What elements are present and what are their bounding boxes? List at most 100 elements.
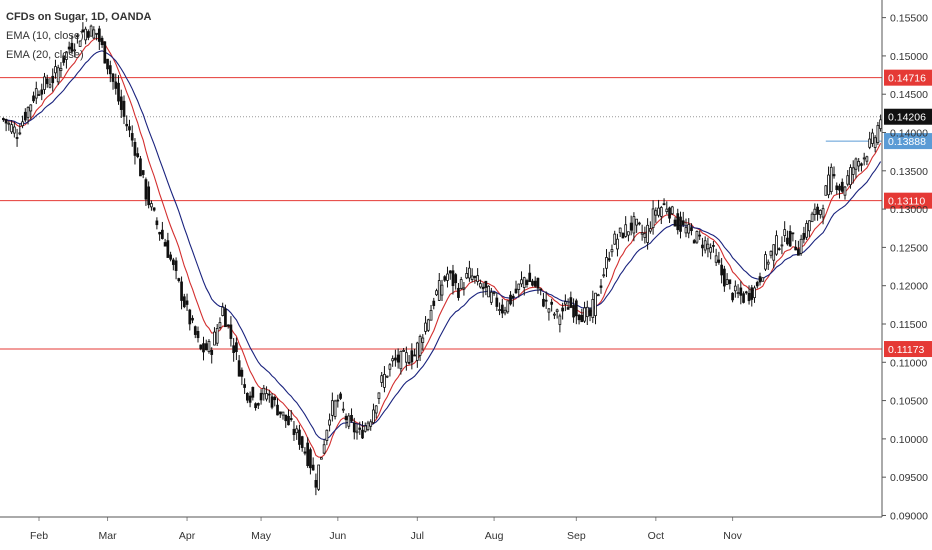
- candle: [692, 238, 696, 244]
- candle-body: [383, 374, 386, 388]
- candle-body: [415, 342, 419, 361]
- candle: [827, 166, 830, 199]
- candle-body: [522, 277, 526, 288]
- legend-ema-20[interactable]: EMA (20, close): [6, 49, 84, 61]
- candle: [199, 344, 203, 351]
- candle-body: [596, 294, 600, 297]
- candle-body: [448, 270, 452, 274]
- candle: [709, 243, 713, 260]
- candle: [281, 411, 285, 420]
- x-tick-label-apr: Apr: [179, 530, 196, 542]
- candle-body: [574, 300, 578, 317]
- candle-body: [251, 386, 255, 398]
- candle: [572, 298, 575, 323]
- candle: [533, 276, 537, 288]
- candle: [358, 421, 362, 435]
- candle: [542, 292, 545, 308]
- candle: [569, 291, 573, 309]
- candle: [182, 293, 186, 309]
- candle: [873, 135, 877, 153]
- candle: [720, 258, 723, 284]
- candle: [605, 249, 608, 278]
- candle-body: [498, 309, 501, 311]
- candle: [651, 200, 655, 235]
- candle: [141, 170, 145, 179]
- candle-body: [363, 425, 367, 432]
- candle: [632, 212, 636, 242]
- last-price-badge: [884, 108, 932, 125]
- candle-body: [341, 408, 345, 411]
- candle: [624, 216, 628, 238]
- candle: [701, 237, 704, 257]
- candle-body: [687, 224, 691, 234]
- candle-body: [810, 213, 814, 223]
- candle: [344, 413, 348, 429]
- candle: [317, 464, 320, 491]
- candle: [580, 308, 584, 323]
- candle: [396, 348, 400, 369]
- candle-body: [651, 208, 655, 229]
- candle: [163, 238, 167, 247]
- candle-body: [174, 260, 178, 271]
- candle-body: [857, 160, 861, 167]
- candle: [607, 251, 611, 263]
- candle-body: [703, 240, 707, 251]
- candle: [539, 288, 543, 296]
- candle-body: [528, 272, 532, 283]
- candle-body: [196, 330, 200, 339]
- candle: [465, 267, 469, 280]
- candle: [51, 68, 55, 92]
- candle: [2, 117, 5, 122]
- candle-body: [780, 244, 784, 247]
- candle: [394, 349, 397, 367]
- candle-body: [45, 78, 49, 85]
- candle: [48, 77, 52, 89]
- candle: [481, 282, 485, 298]
- candle-body: [122, 100, 126, 117]
- candle: [65, 51, 68, 69]
- candle-body: [766, 261, 770, 265]
- legend-ema-10[interactable]: EMA (10, close): [6, 30, 84, 42]
- candle-body: [731, 292, 734, 301]
- candle-body: [32, 95, 35, 102]
- candle: [468, 260, 471, 282]
- candle-body: [106, 58, 109, 70]
- candle: [602, 267, 606, 278]
- candle: [777, 247, 781, 251]
- candle: [144, 177, 148, 206]
- candle-body: [97, 28, 101, 42]
- candle: [251, 386, 255, 401]
- candle-body: [59, 67, 63, 71]
- candle: [207, 339, 211, 354]
- y-tick-label: 0.15500: [890, 13, 928, 25]
- candle: [333, 399, 337, 420]
- candle: [418, 334, 422, 362]
- candle-body: [21, 121, 24, 127]
- candle: [152, 207, 156, 212]
- candle: [84, 26, 87, 45]
- candle: [596, 293, 600, 297]
- candle: [350, 408, 353, 423]
- candle-body: [380, 375, 384, 383]
- candle-body: [701, 244, 704, 249]
- candle-body: [320, 457, 323, 460]
- candle-body: [388, 364, 392, 370]
- candle: [193, 325, 197, 339]
- candle: [147, 181, 151, 209]
- candle-body: [92, 29, 96, 39]
- candle: [816, 203, 819, 221]
- candle: [446, 266, 449, 288]
- candle-body: [627, 231, 630, 236]
- candle-body: [553, 313, 556, 316]
- candle-body: [736, 292, 740, 295]
- candle-body: [783, 229, 787, 236]
- candle: [506, 300, 510, 314]
- candle: [840, 178, 844, 194]
- candle: [462, 282, 466, 296]
- candle-body: [276, 404, 279, 416]
- candle-body: [849, 167, 852, 186]
- candle-body: [215, 328, 219, 344]
- candle: [511, 293, 515, 307]
- candle-body: [210, 350, 214, 355]
